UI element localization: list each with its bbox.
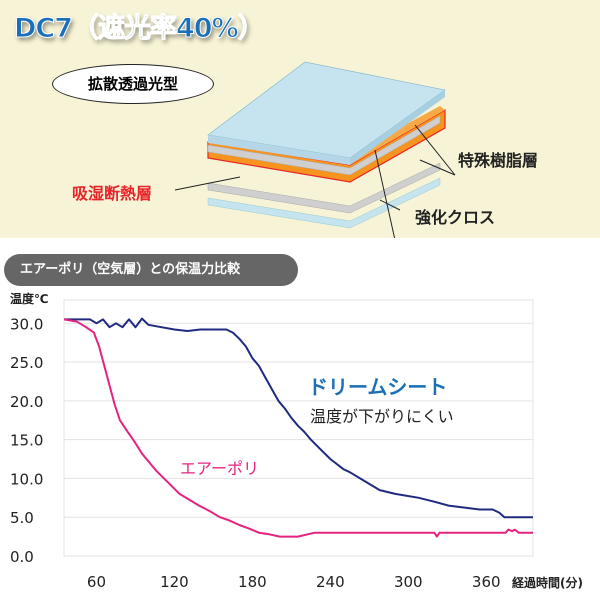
x-tick-label: 60 bbox=[87, 573, 106, 591]
insulation-layer-label: 吸湿断熱層 bbox=[72, 184, 153, 203]
y-tick-label: 10.0 bbox=[10, 470, 43, 488]
x-tick-label: 240 bbox=[316, 573, 345, 591]
temperature-chart: 温度℃ 経過時間(分) 0.0 5.0 10.0 15.0 20.0 25.0 30.0 60… bbox=[10, 291, 583, 591]
y-tick-label: 25.0 bbox=[10, 354, 43, 372]
y-tick-label: 0.0 bbox=[10, 548, 34, 566]
y-tick-label: 15.0 bbox=[10, 432, 43, 450]
bottom-outer-layer bbox=[207, 177, 441, 229]
cloth-pointer bbox=[374, 149, 396, 238]
y-tick-label: 20.0 bbox=[10, 393, 43, 411]
x-axis-label: 経過時間(分) bbox=[512, 575, 583, 590]
y-tick-label: 5.0 bbox=[10, 509, 34, 527]
top-gray-layer bbox=[207, 115, 441, 176]
cloth-layer-label: 強化クロス bbox=[415, 208, 496, 227]
series-line-0 bbox=[64, 317, 533, 519]
section-title: エアーポリ（空気層）との保温力比較 bbox=[4, 254, 298, 286]
product-diagram-panel: DC7（遮光率40%） 拡散透過光型 特殊樹脂層 吸湿断熱層 強化クロス bbox=[0, 0, 600, 238]
x-tick-label: 300 bbox=[394, 573, 423, 591]
series-note-dreamsheet: 温度が下がりにくい bbox=[310, 407, 454, 426]
resin-layer-label: 特殊樹脂層 bbox=[458, 151, 539, 170]
series-line-1 bbox=[63, 318, 533, 538]
x-tick-label: 120 bbox=[160, 573, 189, 591]
series-label-dreamsheet: ドリームシート bbox=[308, 375, 447, 399]
x-tick-label: 360 bbox=[472, 573, 501, 591]
layer-diagram bbox=[174, 61, 456, 238]
series-label-airpoly: エアーポリ bbox=[180, 459, 259, 478]
product-title: DC7（遮光率40%） bbox=[14, 13, 266, 45]
top-outer-layer bbox=[207, 61, 446, 165]
y-tick-label: 30.0 bbox=[10, 315, 43, 333]
x-tick-label: 180 bbox=[238, 573, 267, 591]
y-axis-label: 温度℃ bbox=[10, 291, 49, 306]
resin-pointer bbox=[414, 124, 456, 176]
insulation-pointer bbox=[174, 176, 241, 191]
type-badge: 拡散透過光型 bbox=[52, 64, 214, 104]
